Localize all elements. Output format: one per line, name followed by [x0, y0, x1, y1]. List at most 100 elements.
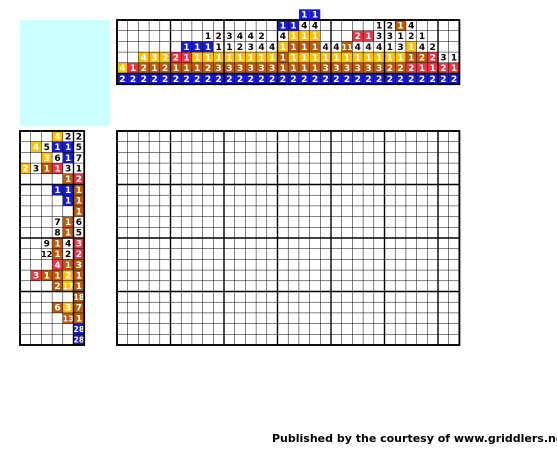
- column-clue: 1: [216, 43, 222, 53]
- column-clue-bg: [373, 52, 385, 63]
- column-clue: 1: [183, 43, 189, 53]
- column-clue: 1: [430, 64, 436, 74]
- column-clue-bg: [309, 73, 321, 85]
- row-clue: 2: [65, 250, 71, 260]
- row-clue: 17: [63, 282, 74, 291]
- row-clue-bg: [73, 259, 85, 271]
- row-clue-bg: [52, 163, 63, 174]
- column-clue-bg: [405, 73, 417, 85]
- column-clue-bg: [395, 73, 406, 85]
- column-clue: 4: [365, 43, 371, 53]
- column-clue-bg: [384, 73, 396, 85]
- row-clue-bg: [73, 163, 85, 174]
- row-clue-bg: [73, 270, 85, 281]
- column-clue-bg: [416, 73, 428, 85]
- column-clue-bg: [438, 62, 449, 74]
- row-clue: 1: [54, 143, 60, 153]
- column-clue-bg: [224, 52, 235, 63]
- column-clue: 1: [312, 32, 318, 42]
- column-clue-bg: [256, 73, 267, 85]
- column-clue: 2: [280, 75, 286, 85]
- credit-text: Published by the courtesy of www.griddle…: [272, 432, 557, 445]
- column-clue: 1: [397, 21, 403, 31]
- row-clue-bg: [62, 270, 74, 281]
- row-clue-bg: [62, 216, 74, 228]
- column-clue-bg: [127, 73, 139, 85]
- column-clue: 2: [226, 75, 232, 85]
- row-clue: 4: [54, 261, 60, 271]
- column-clue: 1: [226, 43, 232, 53]
- column-clue: 1: [130, 64, 136, 74]
- row-clue: 4: [65, 239, 71, 249]
- solution-grid-border: [116, 130, 461, 346]
- column-clue: 2: [173, 75, 179, 85]
- column-clue-bg: [277, 20, 289, 31]
- column-clue-bg: [405, 20, 417, 31]
- column-clue-bg: [363, 73, 374, 85]
- column-clue: 1: [301, 11, 307, 21]
- column-clue: 2: [323, 75, 329, 85]
- row-clue: 1: [65, 229, 71, 239]
- column-clue: 4: [301, 21, 307, 31]
- row-clue-bg: [73, 184, 85, 196]
- column-clue: 1: [194, 53, 200, 63]
- column-clue-bg: [427, 62, 438, 74]
- row-clue-bg: [52, 216, 63, 228]
- column-clue: 2: [173, 53, 179, 63]
- row-clue: 6: [76, 218, 82, 228]
- row-clue: 5: [76, 229, 82, 239]
- row-clue-bg: [30, 270, 42, 281]
- column-clue-bg: [373, 62, 385, 74]
- column-clue: 2: [387, 64, 393, 74]
- row-clue: 6: [54, 154, 60, 164]
- row-clue: 1: [54, 239, 60, 249]
- row-clue-bg: [41, 248, 53, 260]
- row-clue-bg: [30, 163, 42, 174]
- column-clue: 1: [237, 53, 243, 63]
- column-clue: 1: [269, 53, 275, 63]
- column-clue-bg: [384, 41, 396, 53]
- row-clue-bg: [52, 270, 63, 281]
- row-clue: 3: [33, 271, 39, 281]
- column-clue-bg: [149, 73, 160, 85]
- row-clue-bg: [62, 141, 74, 153]
- column-clue-bg: [159, 73, 171, 85]
- column-clue: 1: [312, 43, 318, 53]
- row-clue: 1: [76, 207, 82, 217]
- row-clue-bg: [41, 270, 53, 281]
- column-clue-bg: [213, 52, 224, 63]
- column-clue: 2: [419, 75, 425, 85]
- column-clue-bg: [363, 52, 374, 63]
- column-clue: 1: [216, 53, 222, 63]
- row-clue-bg: [73, 173, 85, 185]
- column-clue-bg: [202, 52, 214, 63]
- row-clue-bg: [62, 173, 74, 185]
- column-clue-bg: [224, 41, 235, 53]
- column-clue: 1: [323, 53, 329, 63]
- row-clue-bg: [62, 227, 74, 238]
- column-clue-bg: [234, 30, 246, 42]
- column-clue-bg: [202, 30, 214, 42]
- column-clue-bg: [298, 41, 310, 53]
- column-clue: 3: [344, 64, 350, 74]
- column-clue: 2: [408, 64, 414, 74]
- column-clue-bg: [191, 52, 203, 63]
- row-clue-bg: [73, 280, 85, 292]
- column-clue: 3: [269, 64, 275, 74]
- column-clue-bg: [405, 41, 417, 53]
- column-clue-bg: [277, 52, 289, 63]
- column-clue-bg: [373, 73, 385, 85]
- row-clue-bg: [62, 280, 74, 292]
- column-clue-bg: [384, 52, 396, 63]
- column-clue: 3: [397, 43, 403, 53]
- column-clue: 1: [333, 53, 339, 63]
- column-clue-bg: [256, 62, 267, 74]
- row-clue: 4: [54, 132, 60, 142]
- column-clue-bg: [266, 41, 278, 53]
- column-clue: 1: [290, 64, 296, 74]
- column-clue-bg: [159, 52, 171, 63]
- row-clue: 18: [73, 293, 85, 302]
- row-clue: 2: [65, 271, 71, 281]
- column-clue-bg: [341, 73, 353, 85]
- column-clue-bg: [352, 30, 364, 42]
